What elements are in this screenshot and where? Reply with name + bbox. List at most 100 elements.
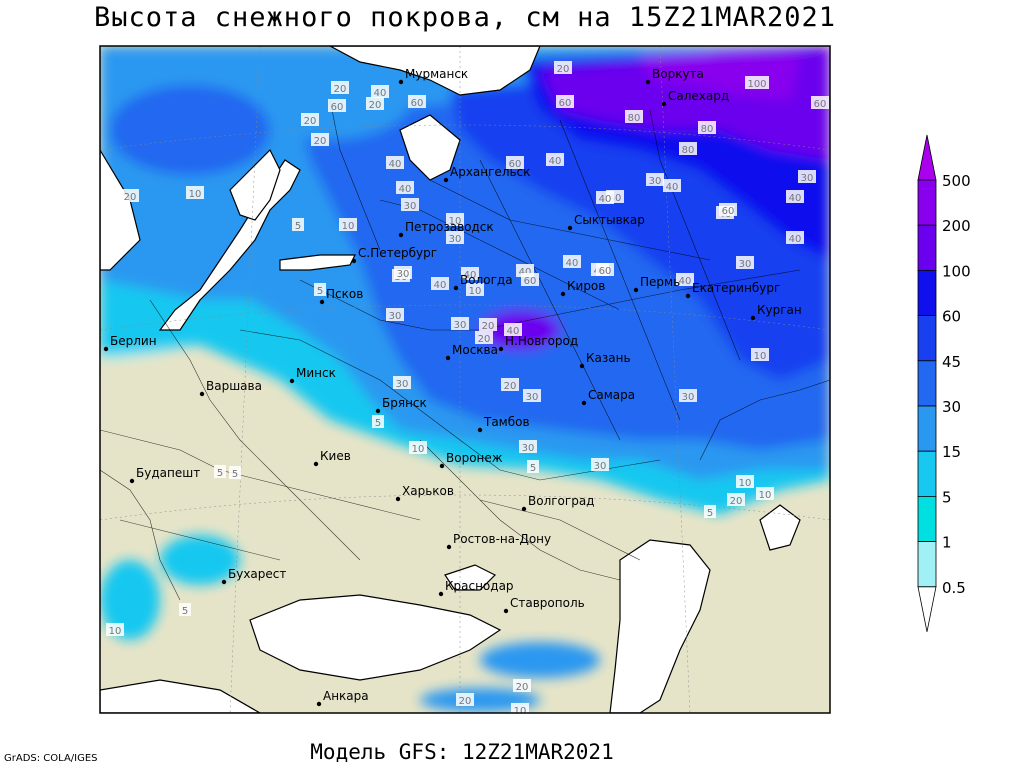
city-dot [567,225,573,231]
contour-label-bg [396,181,414,194]
contour-label-bg [214,465,226,478]
contour-label-bg [121,189,139,202]
contour-label-text: 30 [649,176,662,187]
contour-label: 30 [393,376,411,390]
contour-label-bg [394,266,412,279]
contour-label: 40 [371,85,389,99]
city-dot [446,544,452,550]
contour-label-bg [409,441,427,454]
contour-label-text: 20 [314,136,327,147]
city-dot [199,391,205,397]
contour-label-text: 60 [814,99,827,110]
contour-label: 10 [511,703,529,717]
contour-label-bg [554,61,572,74]
city-label: Харьков [402,484,454,498]
contour-label-text: 40 [374,88,387,99]
city-label: Н.Новгород [505,334,578,348]
contour-label-text: 30 [594,461,607,472]
contour-label: 40 [431,277,449,291]
contour-label-text: 40 [507,326,520,337]
contour-label-text: 20 [304,116,317,127]
city-label: Анкара [323,689,369,703]
colorbar-label: 1 [942,534,952,552]
city-dot [560,291,566,297]
colorbar-top-arrow [917,134,937,181]
contour-label: 30 [446,231,464,245]
contour-label: 80 [698,121,716,135]
contour-label-text: 10 [514,706,527,717]
city-dot [453,285,459,291]
contour-label: 10 [466,283,484,297]
contour-label-text: 100 [747,79,766,90]
contour-label-text: 10 [754,351,767,362]
city-marker: Брянск [375,396,427,414]
contour-label: 5 [704,505,716,519]
contour-label-bg [292,218,304,231]
contour-label-bg [106,623,124,636]
city-dot [503,608,509,614]
city-label: Воркута [652,67,704,81]
contour-label-bg [386,156,404,169]
city-marker: Минск [289,366,336,384]
colorbar-swatch [917,315,937,362]
contour-label-bg [556,95,574,108]
contour-label: 40 [504,323,522,337]
city-dot [319,299,325,305]
city-label: Казань [586,351,631,365]
contour-label: 10 [751,348,769,362]
contour-label: 5 [214,465,226,479]
contour-label-bg [736,475,754,488]
contour-label-text: 20 [459,696,472,707]
city-marker: Н.Новгород [498,334,578,352]
contour-label-text: 10 [739,478,752,489]
contour-label-text: 5 [182,606,188,617]
city-marker: Курган [750,303,802,321]
contour-label: 10 [339,218,357,232]
contour-label-bg [596,263,614,276]
contour-label-text: 30 [449,234,462,245]
contour-label-text: 60 [599,266,612,277]
contour-label-text: 40 [566,258,579,269]
colorbar-label: 45 [942,353,961,371]
city-label: Воронеж [446,451,503,465]
city-marker: Мурманск [398,67,468,85]
colorbar-label: 30 [942,398,961,416]
city-label: Салехард [668,89,729,103]
contour-label-bg [372,415,384,428]
city-dot [750,315,756,321]
city-dot [316,701,322,707]
contour-label-text: 10 [449,216,462,227]
city-label: Киров [567,279,605,293]
contour-label: 30 [401,198,419,212]
city-marker: Берлин [103,334,157,352]
city-label: Мурманск [405,67,468,81]
city-marker: Воронеж [439,451,503,469]
contour-label-bg [727,493,745,506]
contour-label-text: 20 [124,192,137,203]
colorbar-label: 0.5 [942,579,966,597]
contour-label-bg [513,679,531,692]
contour-label: 20 [479,318,497,332]
model-footer: Модель GFS: 12Z21MAR2021 [310,740,614,764]
city-dot [398,232,404,238]
contour-label: 40 [676,273,694,287]
contour-label: 60 [596,263,614,277]
contour-label-text: 40 [666,182,679,193]
city-label: С.Петербург [358,246,437,260]
contour-label-text: 5 [375,418,381,429]
city-label: Варшава [206,379,262,393]
contour-label-text: 40 [389,159,402,170]
contour-label: 5 [179,603,191,617]
city-dot [438,591,444,597]
contour-label: 30 [519,440,537,454]
city-marker: С.Петербург [351,246,437,264]
contour-label: 10 [756,487,774,501]
colorbar-swatch [917,224,937,271]
contour-label-text: 30 [389,311,402,322]
city-marker: Бухарест [221,567,286,585]
snow-patch-caucasus [480,642,600,678]
contour-label: 5 [229,466,241,480]
contour-label: 30 [736,256,754,270]
city-dot [477,427,483,433]
map-title: Высота снежного покрова, см на 15Z21MAR2… [94,2,836,33]
